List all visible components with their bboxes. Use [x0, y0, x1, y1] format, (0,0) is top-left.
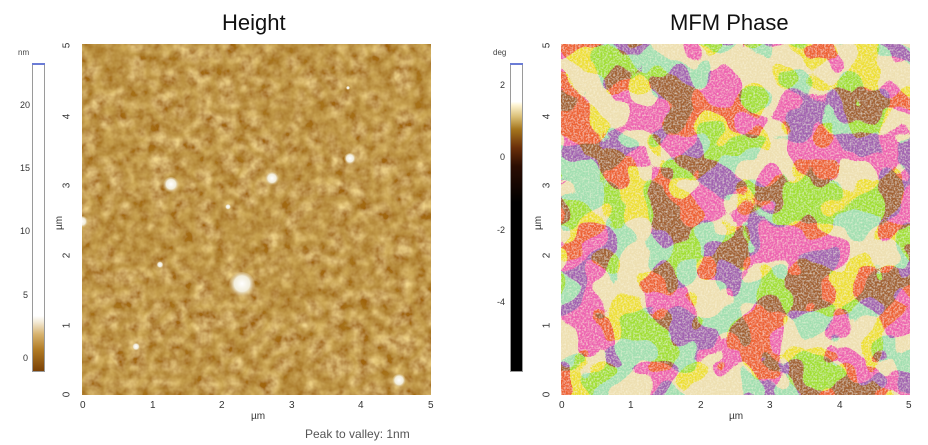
phase-y-axis-label: µm	[533, 215, 544, 230]
height-x-axis-label: µm	[251, 411, 266, 422]
height-y-axis-label: µm	[54, 215, 65, 230]
height-x-tick: 5	[428, 400, 434, 411]
height-y-tick: 3	[61, 182, 73, 189]
height-x-tick: 2	[219, 400, 225, 411]
height-y-tick: 0	[61, 391, 73, 398]
phase-y-tick: 1	[541, 322, 553, 329]
height-y-tick: 5	[61, 42, 73, 49]
height-colorbar-tick: 0	[23, 353, 29, 363]
phase-colorbar-tick: 2	[500, 80, 506, 90]
height-colorbar-top-line	[32, 63, 45, 65]
phase-colorbar-tick: -4	[497, 297, 506, 307]
height-colorbar-tick: 5	[23, 290, 29, 300]
phase-colorbar-tick: -2	[497, 225, 506, 235]
peak-to-valley-note: Peak to valley: 1nm	[305, 427, 410, 441]
phase-colorbar-top-line	[510, 63, 523, 65]
height-colorbar-tick: 20	[20, 100, 31, 110]
height-x-tick: 1	[150, 400, 156, 411]
phase-x-tick: 4	[837, 400, 843, 411]
height-particles	[82, 86, 406, 388]
phase-y-tick: 3	[541, 182, 553, 189]
height-x-tick: 0	[80, 400, 86, 411]
phase-x-axis-label: µm	[729, 411, 744, 422]
height-title: Height	[222, 10, 286, 35]
phase-x-tick: 1	[628, 400, 634, 411]
phase-x-tick: 2	[698, 400, 704, 411]
height-x-tick: 3	[289, 400, 295, 411]
phase-colorbar-unit: deg	[493, 48, 507, 57]
mfm-phase-scan-image	[561, 44, 910, 395]
phase-x-tick: 3	[767, 400, 773, 411]
height-colorbar-unit: nm	[18, 48, 30, 57]
height-colorbar-tick: 15	[20, 163, 31, 173]
phase-x-tick: 5	[906, 400, 912, 411]
height-x-tick: 4	[358, 400, 364, 411]
phase-colorbar-tick: 0	[500, 152, 506, 162]
phase-colorbar	[510, 63, 523, 372]
phase-y-tick: 2	[541, 252, 553, 259]
height-scan-image	[82, 44, 431, 395]
height-y-tick: 2	[61, 252, 73, 259]
height-y-tick: 1	[61, 322, 73, 329]
height-y-tick: 4	[61, 113, 73, 120]
height-colorbar	[32, 63, 45, 372]
mfm-phase-title: MFM Phase	[670, 10, 789, 35]
phase-y-tick: 5	[541, 42, 553, 49]
phase-x-tick: 0	[559, 400, 565, 411]
height-colorbar-tick: 10	[20, 226, 31, 236]
phase-y-tick: 4	[541, 113, 553, 120]
phase-y-tick: 0	[541, 391, 553, 398]
